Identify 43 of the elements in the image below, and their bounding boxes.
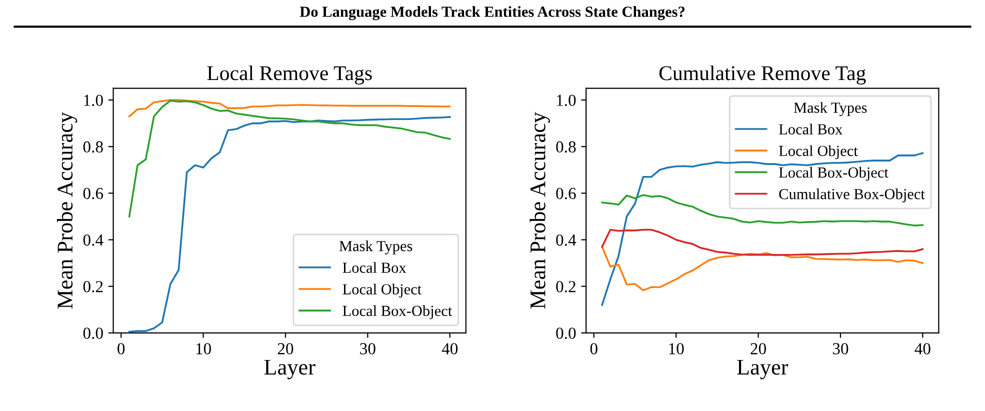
- y-tick-label: 1.0: [84, 94, 103, 106]
- y-tick-label: 0.0: [83, 328, 103, 339]
- legend-label: Local Box: [342, 262, 406, 273]
- x-tick-label: 0: [590, 343, 598, 354]
- y-tick-label: 1.0: [556, 94, 576, 106]
- y-tick-label: 0.6: [83, 188, 104, 200]
- line-series: [128, 99, 451, 118]
- y-tick-label: 0.4: [83, 234, 104, 246]
- y-tick-label: 0.8: [556, 141, 576, 153]
- x-tick-label: 10: [669, 343, 684, 354]
- y-axis-title: Mean Probe Accuracy: [56, 112, 78, 309]
- x-tick-label: 40: [914, 343, 930, 354]
- legend-label: Local Box-Object: [779, 166, 888, 181]
- x-tick-label: 40: [442, 343, 458, 354]
- y-tick-label: 0.8: [83, 141, 103, 153]
- legend-label: Cumulative Box-Object: [779, 188, 925, 202]
- x-tick-label: 30: [360, 343, 376, 354]
- legend-label: Local Box: [779, 124, 842, 134]
- line-series: [128, 116, 451, 333]
- x-tick-label: 20: [750, 343, 766, 354]
- legend-label: Local Box-Object: [342, 305, 452, 320]
- x-tick-label: 30: [832, 343, 848, 354]
- line-series: [601, 228, 924, 256]
- legend-title: Mask Types: [794, 102, 867, 116]
- legend-label: Local Object: [342, 284, 422, 298]
- legend-title: Mask Types: [339, 240, 412, 254]
- x-tick-label: 0: [118, 343, 125, 354]
- y-axis-title: Mean Probe Accuracy: [530, 112, 550, 309]
- chart-title: Cumulative Remove Tag: [659, 66, 866, 85]
- x-tick-label: 10: [196, 343, 211, 354]
- legend-label: Local Object: [779, 145, 858, 160]
- x-axis-title: Layer: [264, 360, 316, 380]
- y-tick-label: 0.0: [556, 328, 576, 339]
- line-series: [601, 246, 924, 292]
- y-tick-label: 0.6: [556, 188, 576, 200]
- x-tick-label: 20: [278, 343, 294, 354]
- chart-title: Local Remove Tags: [207, 66, 372, 85]
- line-series: [128, 100, 451, 218]
- y-tick-label: 0.2: [83, 281, 103, 292]
- y-tick-label: 0.2: [556, 281, 576, 292]
- x-axis-title: Layer: [737, 360, 788, 380]
- text: Do Language Models Track Entities Across State Changes?: [300, 6, 684, 20]
- y-tick-label: 0.4: [556, 234, 576, 246]
